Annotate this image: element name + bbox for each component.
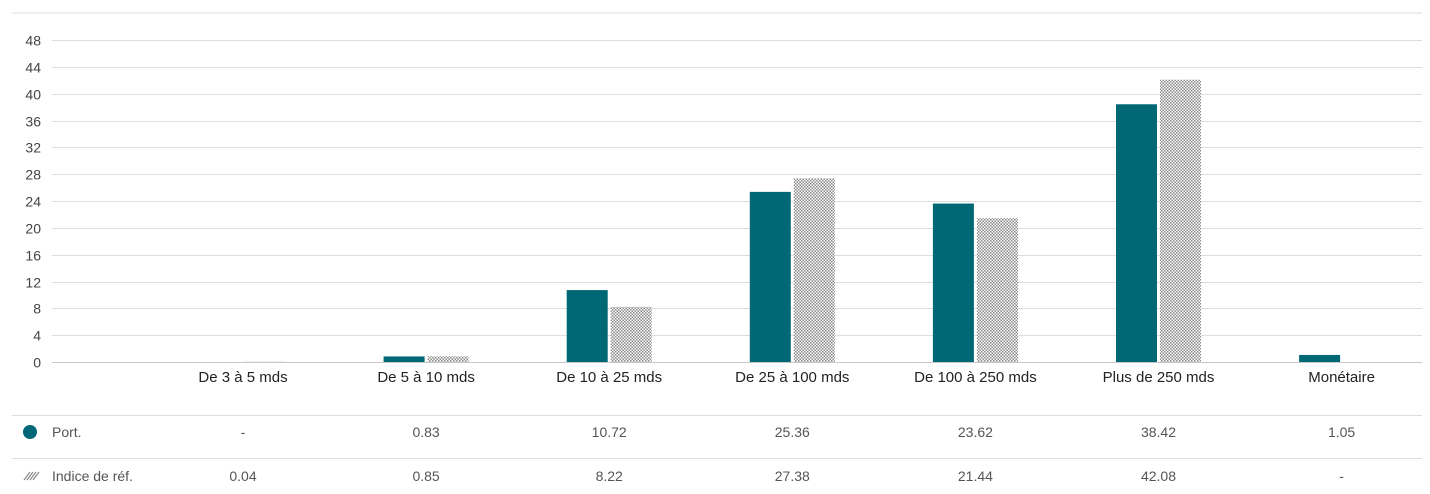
x-category-label: De 5 à 10 mds: [377, 369, 475, 386]
x-category-label: De 100 à 250 mds: [914, 369, 1037, 386]
bar-port: [1299, 354, 1341, 362]
y-tick-label: 48: [25, 33, 41, 49]
table-cell: -: [241, 424, 246, 440]
legend-dot-icon: [23, 425, 37, 439]
y-tick-label: 44: [25, 60, 41, 76]
table-cell: 8.22: [596, 468, 623, 484]
y-tick-label: 8: [33, 301, 41, 317]
y-tick-label: 36: [25, 114, 41, 130]
x-category-label: De 10 à 25 mds: [556, 369, 662, 386]
table-cell: 42.08: [1141, 468, 1176, 484]
table-cell: 21.44: [958, 468, 993, 484]
x-category-label: De 25 à 100 mds: [735, 369, 849, 386]
legend-label: Indice de réf.: [52, 468, 133, 484]
legend-hatch-icon: [23, 471, 40, 481]
table-cell: 23.62: [958, 424, 993, 440]
bar-port: [749, 191, 791, 362]
table-cell: 0.04: [229, 468, 256, 484]
bar-index: [793, 178, 835, 362]
table-cell: 0.83: [412, 424, 439, 440]
y-tick-label: 12: [25, 275, 41, 291]
y-tick-label: 24: [25, 194, 41, 210]
bar-index: [1160, 79, 1201, 363]
table-cell: 10.72: [592, 424, 627, 440]
y-tick-label: 28: [25, 167, 41, 183]
x-category-label: Monétaire: [1308, 369, 1375, 386]
x-category-label: De 3 à 5 mds: [198, 369, 287, 386]
bar-index: [976, 218, 1018, 362]
y-tick-label: 4: [33, 328, 41, 344]
table-cell: 0.85: [412, 468, 439, 484]
bar-port: [932, 203, 974, 362]
table-cell: -: [1339, 468, 1344, 484]
bar-index: [610, 306, 652, 362]
table-cell: 27.38: [775, 468, 810, 484]
table-cell: 1.05: [1328, 424, 1355, 440]
bar-port: [383, 356, 425, 362]
table-cell: 38.42: [1141, 424, 1176, 440]
bar-port: [1116, 104, 1157, 362]
x-category-label: Plus de 250 mds: [1103, 369, 1215, 386]
y-tick-label: 16: [25, 248, 41, 264]
y-tick-label: 32: [25, 140, 41, 156]
y-tick-label: 40: [25, 87, 41, 103]
y-tick-label: 0: [33, 355, 41, 371]
bar-port: [566, 290, 608, 362]
table-cell: 25.36: [775, 424, 810, 440]
bar-index: [427, 356, 469, 362]
y-tick-label: 20: [25, 221, 41, 237]
legend-label: Port.: [52, 424, 82, 440]
